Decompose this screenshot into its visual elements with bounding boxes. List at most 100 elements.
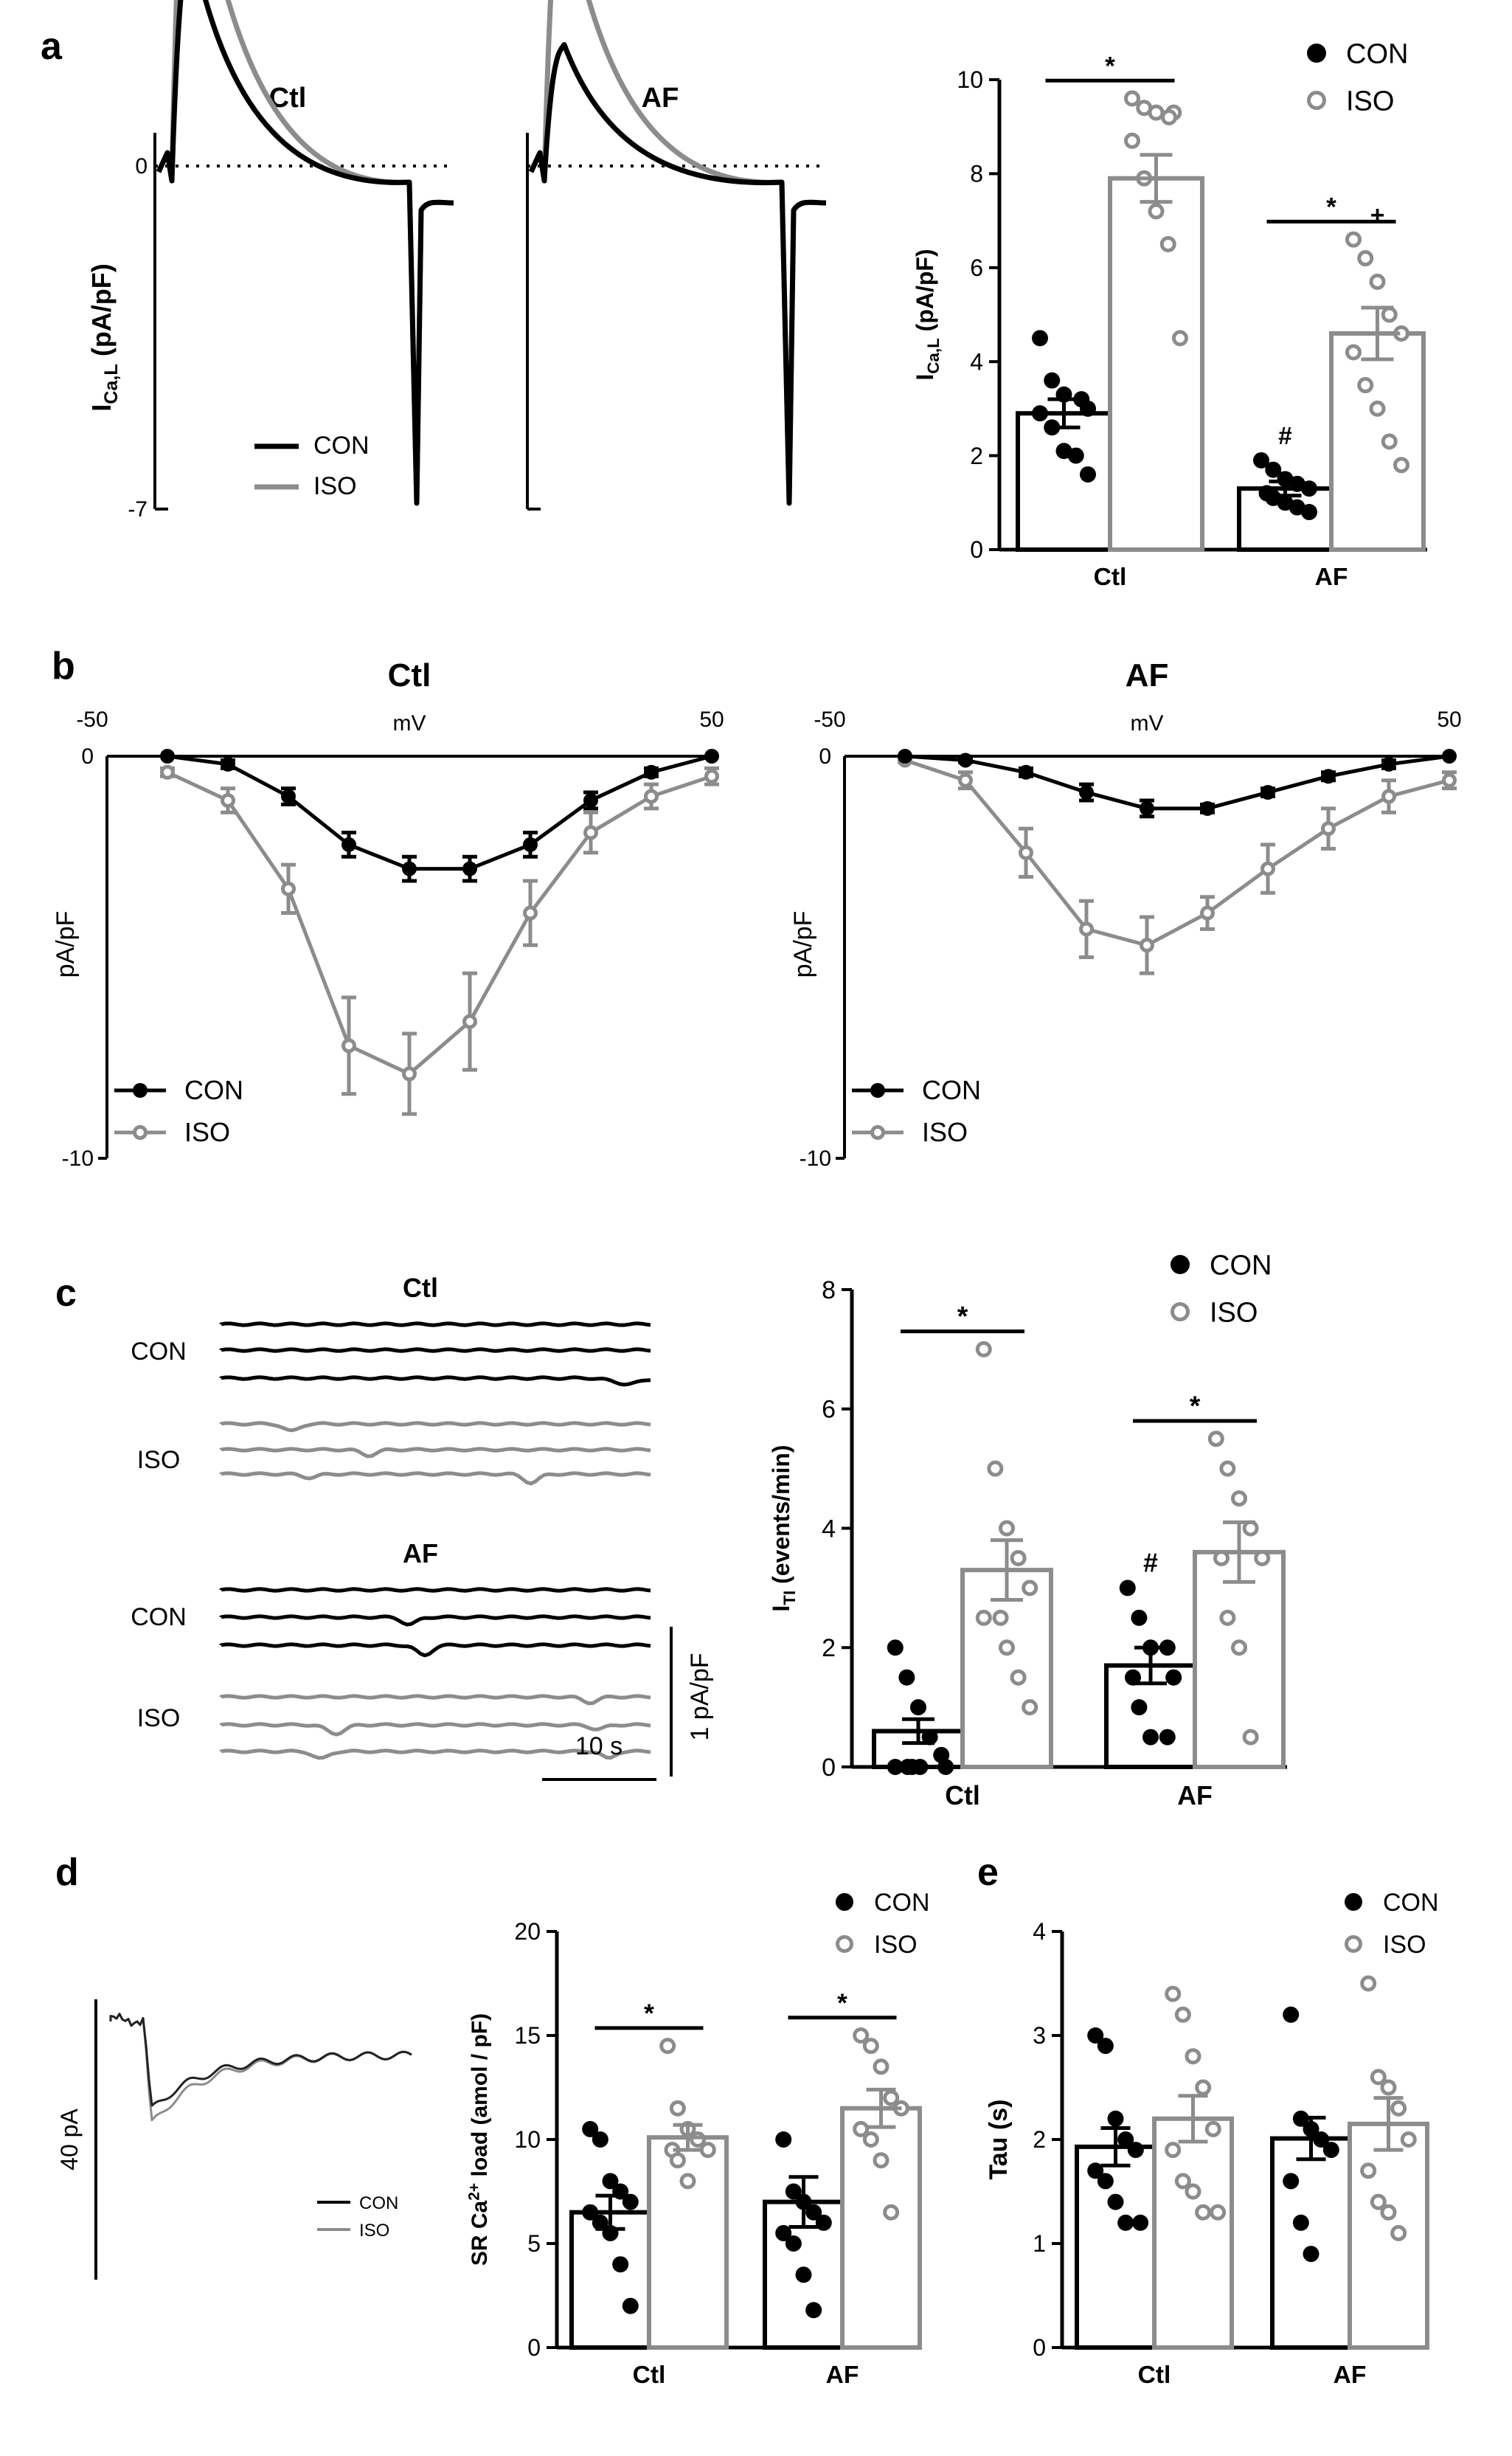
d_bar-point-af-con [785, 2183, 802, 2200]
a_bar-point-af-iso [1345, 231, 1362, 248]
c_bar-xtick-label-ctl: Ctl [945, 1781, 980, 1810]
c_bar-ytick-label: 8 [822, 1276, 836, 1304]
c-legend-con-marker [1171, 1255, 1190, 1274]
c-trace-ctl-iso [219, 1421, 651, 1433]
d-trace-iso [109, 2013, 412, 2122]
c_bar-point-ctl-con [887, 1759, 904, 1775]
b_af-point-iso [958, 772, 973, 788]
d_bar-point-ctl-con [622, 2193, 639, 2210]
d_bar-point-af-con [805, 2302, 822, 2319]
d_bar-point-ctl-con [622, 2297, 639, 2314]
b_af-ytick-min: -10 [800, 1146, 831, 1171]
b_ctl-point-con [160, 749, 175, 764]
b_af-point-con [1019, 764, 1033, 780]
d_bar-ytick-label: 10 [514, 2126, 541, 2153]
d-trace-con [109, 2013, 412, 2107]
b_af-legend-iso-label: ISO [922, 1117, 968, 1147]
a-ytick-0: 0 [135, 154, 148, 179]
e_bar-point-ctl-con [1107, 2193, 1124, 2210]
a_bar-point-af-con [1265, 461, 1282, 478]
b_ctl-legend-iso-label: ISO [184, 1117, 230, 1147]
b_af-line-con [904, 754, 1450, 811]
c_bar-point-af-con [1125, 1669, 1141, 1686]
d_bar-point-af-iso [862, 2038, 879, 2055]
e_bar-ytick-label: 2 [1033, 2126, 1046, 2153]
d_bar-point-ctl-iso [659, 2038, 676, 2055]
e_bar-point-ctl-con [1107, 2110, 1124, 2127]
c_bar-ylabel: ITI (events/min) [768, 1445, 799, 1611]
e_bar-point-af-con [1322, 2142, 1339, 2159]
panel-label-b: b [52, 645, 75, 688]
a-legend-con-marker [1307, 44, 1326, 63]
d_bar-point-af-iso [862, 2131, 879, 2148]
c-trace-af-iso [219, 1694, 651, 1706]
a-trace-legend-iso-label: ISO [313, 472, 357, 500]
c_bar-point-af-iso [1219, 1460, 1236, 1477]
b_af-point-con [1079, 785, 1094, 800]
a_bar-point-ctl-con [1067, 447, 1084, 464]
a_bar-point-ctl-con [1044, 372, 1061, 389]
e_bar-point-ctl-iso [1165, 2142, 1182, 2159]
e_bar-point-ctl-con [1132, 2214, 1149, 2231]
b_ctl-point-con [281, 789, 296, 804]
c_bar-point-ctl-iso [992, 1609, 1009, 1626]
d_bar-point-ctl-con [592, 2214, 608, 2231]
b_ctl-point-iso [281, 881, 296, 896]
b_ctl-ylabel: pA/pF [52, 911, 80, 978]
d_bar-point-ctl-con [612, 2256, 629, 2273]
b_af-point-iso [1019, 845, 1033, 860]
c_bar-point-ctl-con [899, 1759, 916, 1775]
a_bar-point-ctl-con [1080, 466, 1096, 483]
c_bar-point-ctl-con [937, 1759, 954, 1775]
c_bar-xtick-label-af: AF [1177, 1781, 1213, 1810]
c_bar-point-af-con [1159, 1639, 1176, 1656]
b_af-ylabel: pA/pF [789, 911, 817, 978]
c-legend-iso-label: ISO [1210, 1297, 1258, 1328]
e_bar-point-ctl-con [1127, 2142, 1144, 2159]
a-trace-title-af: AF [642, 83, 679, 114]
a_bar-point-ctl-iso [1159, 235, 1176, 252]
b_ctl-point-iso [523, 905, 538, 921]
c_bar-point-af-con [1131, 1609, 1148, 1626]
e_bar-point-af-con [1283, 2173, 1300, 2190]
e_bar-bar-ctl-iso [1152, 2116, 1234, 2351]
a_bar-point-af-con [1253, 452, 1269, 468]
e_bar-ylabel: Tau (s) [985, 2100, 1013, 2180]
d_bar-point-ctl-con [582, 2120, 599, 2137]
c_bar-ytick-label: 2 [822, 1634, 836, 1662]
a_bar-point-af-iso [1369, 400, 1386, 417]
b_ctl-legend-con-marker [133, 1083, 148, 1098]
c-row-label-ctl-con: CON [131, 1338, 187, 1366]
c_bar-point-ctl-con [898, 1669, 915, 1686]
c_bar-point-af-iso [1231, 1639, 1247, 1656]
c_bar-point-ctl-iso [1010, 1669, 1027, 1686]
c_bar-point-af-iso [1231, 1490, 1247, 1507]
c_bar-ytick-label: 0 [822, 1754, 836, 1782]
b_ctl-title: Ctl [388, 657, 431, 693]
e_bar-point-ctl-con [1087, 2027, 1104, 2044]
e_bar-point-ctl-con [1097, 2038, 1114, 2055]
b_af-ytick-0: 0 [819, 744, 831, 769]
e_bar-point-af-iso [1380, 2204, 1397, 2221]
a-trace-ctl-con [156, 0, 454, 506]
c_bar-point-ctl-con [921, 1729, 938, 1746]
c_bar-point-af-con [1131, 1699, 1148, 1716]
panel-label-a: a [41, 25, 63, 68]
b_ctl-point-con [402, 861, 417, 876]
a-trace-legend-con-label: CON [313, 432, 370, 460]
c_bar-bar-af-iso [1193, 1549, 1286, 1770]
b_ctl-line-con [167, 754, 712, 871]
e-legend-con-marker [1345, 1893, 1362, 1911]
b_ctl-point-iso [160, 764, 175, 780]
b_af-point-con [1260, 785, 1275, 800]
d_bar-point-af-iso [873, 2058, 889, 2075]
a_bar-sig-hash: # [1278, 423, 1292, 450]
b_ctl-point-con [704, 749, 719, 764]
a_bar-point-ctl-con [1032, 330, 1048, 347]
d_bar-point-ctl-iso [690, 2131, 707, 2148]
a_bar-ytick-label: 0 [970, 536, 983, 563]
c_bar-sig-hash: # [1143, 1548, 1158, 1577]
d_bar-xtick-label-af: AF [826, 2362, 859, 2389]
b_af-line-iso [904, 758, 1450, 947]
